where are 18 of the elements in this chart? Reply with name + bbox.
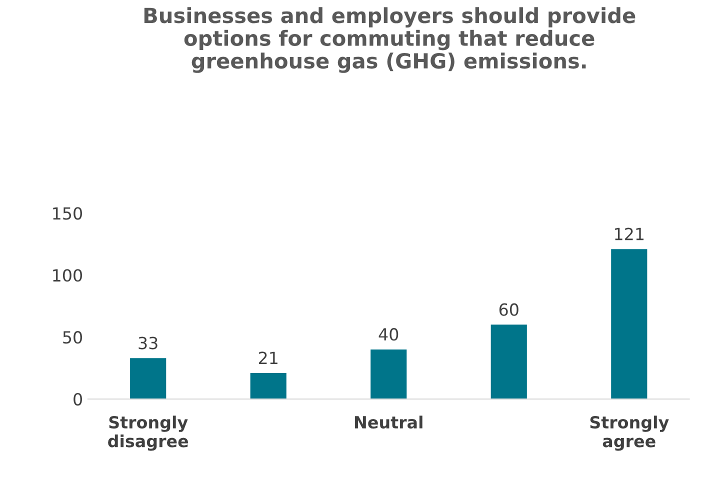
data-label: 121	[615, 228, 644, 240]
data-label: 33	[138, 336, 158, 350]
x-tick-label: Strongly agree	[590, 416, 669, 451]
y-tick-label: 100	[53, 269, 82, 282]
y-tick-label: 0	[74, 392, 82, 406]
y-tick-label: 150	[53, 207, 82, 220]
bar	[611, 249, 648, 400]
x-tick-label: Neutral	[355, 416, 422, 429]
data-label: 60	[499, 303, 518, 316]
bar	[130, 358, 166, 400]
bar	[370, 349, 407, 400]
data-label: 21	[258, 352, 278, 364]
chart-title: Businesses and employers should provide options for commuting that reduce greenhouse gas (GHG) emissions.	[144, 7, 636, 73]
x-tick-label: Strongly disagree	[108, 416, 188, 451]
y-tick-label: 50	[63, 331, 82, 344]
bar	[250, 372, 286, 400]
bar	[490, 324, 527, 400]
data-label: 40	[378, 328, 398, 341]
